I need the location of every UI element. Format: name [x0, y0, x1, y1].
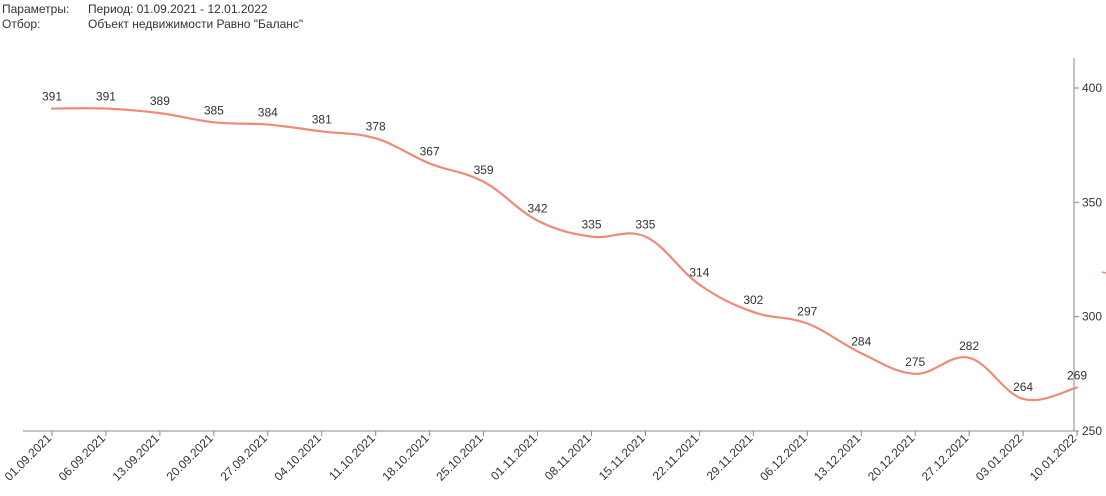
data-label: 359 [474, 163, 494, 177]
filter-value: Объект недвижимости Равно "Баланс" [88, 17, 304, 31]
x-tick-label: 13.09.2021 [110, 431, 163, 484]
data-label: 269 [1067, 369, 1087, 383]
x-tick-label: 06.12.2021 [757, 431, 810, 484]
x-tick-label: 20.12.2021 [865, 431, 918, 484]
data-label: 367 [420, 144, 440, 158]
params-value: Период: 01.09.2021 - 12.01.2022 [88, 2, 268, 16]
edge-mark [1101, 271, 1106, 274]
data-label: 264 [1013, 380, 1033, 394]
data-label: 314 [689, 266, 709, 280]
data-label: 391 [42, 90, 62, 104]
data-label: 342 [528, 202, 548, 216]
series-line [50, 107, 1079, 402]
data-label: 384 [258, 106, 278, 120]
data-label: 385 [204, 103, 224, 117]
data-label: 282 [959, 339, 979, 353]
x-tick-label: 18.10.2021 [379, 431, 432, 484]
x-tick-label: 03.01.2022 [973, 431, 1026, 484]
x-tick-label: 29.11.2021 [704, 431, 756, 483]
y-tick-label: 400 [1082, 81, 1102, 95]
x-tick-label: 22.11.2021 [650, 431, 702, 483]
x-tick-label: 27.09.2021 [218, 431, 271, 484]
y-tick-label: 250 [1082, 424, 1102, 438]
x-tick-label: 25.10.2021 [433, 431, 486, 484]
x-tick-label: 01.11.2021 [488, 431, 540, 483]
x-tick-label: 13.12.2021 [811, 431, 864, 484]
params-row-period: Параметры: Период: 01.09.2021 - 12.01.20… [2, 2, 303, 17]
x-tick-label: 27.12.2021 [919, 431, 972, 484]
params-row-filter: Отбор: Объект недвижимости Равно "Баланс… [2, 17, 303, 32]
params-label: Параметры: [2, 2, 70, 16]
x-tick-label: 01.09.2021 [2, 431, 55, 484]
data-label: 389 [150, 94, 170, 108]
data-label: 284 [851, 334, 871, 348]
filter-label: Отбор: [2, 17, 41, 31]
data-label: 378 [366, 119, 386, 133]
x-tick-label: 06.09.2021 [56, 431, 109, 484]
data-label: 381 [312, 112, 332, 126]
y-tick-label: 300 [1082, 310, 1102, 324]
data-label: 302 [743, 293, 763, 307]
x-tick-label: 08.11.2021 [542, 431, 594, 483]
data-label: 391 [96, 90, 116, 104]
data-label: 335 [581, 218, 601, 232]
y-tick-label: 350 [1082, 195, 1102, 209]
data-label: 275 [905, 355, 925, 369]
x-tick-label: 04.10.2021 [272, 431, 325, 484]
report-parameters: Параметры: Период: 01.09.2021 - 12.01.20… [2, 2, 303, 32]
data-label: 335 [635, 218, 655, 232]
data-label: 297 [797, 305, 817, 319]
x-tick-label: 15.11.2021 [596, 431, 648, 483]
x-tick-label: 20.09.2021 [164, 431, 217, 484]
x-tick-label: 11.10.2021 [326, 431, 378, 483]
x-tick-label: 10.01.2022 [1027, 431, 1080, 484]
